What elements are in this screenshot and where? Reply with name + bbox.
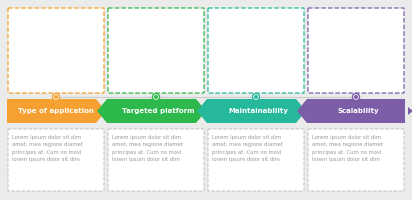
FancyBboxPatch shape: [8, 8, 104, 93]
FancyBboxPatch shape: [308, 129, 404, 191]
Text: Scalability: Scalability: [338, 108, 379, 114]
Polygon shape: [297, 99, 405, 123]
Circle shape: [354, 95, 358, 99]
Text: Lorem ipsum dolor sit dim
amet, mea regione diamet
principes at. Cum no movi
lor: Lorem ipsum dolor sit dim amet, mea regi…: [112, 135, 183, 162]
Circle shape: [152, 94, 159, 100]
Text: Maintainability: Maintainability: [229, 108, 288, 114]
Text: Type of application: Type of application: [18, 108, 94, 114]
Circle shape: [253, 94, 260, 100]
Polygon shape: [408, 107, 412, 115]
FancyBboxPatch shape: [108, 129, 204, 191]
Text: Lorem ipsum dolor sit dim
amet, mea regione diamet
principes at. Cum no movi
lor: Lorem ipsum dolor sit dim amet, mea regi…: [12, 135, 83, 162]
Polygon shape: [197, 99, 306, 123]
Circle shape: [254, 95, 258, 99]
Circle shape: [154, 95, 158, 99]
Text: Lorem ipsum dolor sit dim
amet, mea regione diamet
principes at. Cum no movi
lor: Lorem ipsum dolor sit dim amet, mea regi…: [212, 135, 283, 162]
FancyBboxPatch shape: [308, 8, 404, 93]
FancyBboxPatch shape: [8, 129, 104, 191]
Text: Targeted platform: Targeted platform: [122, 108, 195, 114]
Text: Lorem ipsum dolor sit dim
amet, mea regione diamet
principes at. Cum no movi
lor: Lorem ipsum dolor sit dim amet, mea regi…: [312, 135, 383, 162]
Circle shape: [54, 95, 58, 99]
Polygon shape: [7, 99, 106, 123]
FancyBboxPatch shape: [108, 8, 204, 93]
FancyBboxPatch shape: [208, 129, 304, 191]
Polygon shape: [97, 99, 206, 123]
Circle shape: [353, 94, 360, 100]
Circle shape: [52, 94, 59, 100]
FancyBboxPatch shape: [208, 8, 304, 93]
